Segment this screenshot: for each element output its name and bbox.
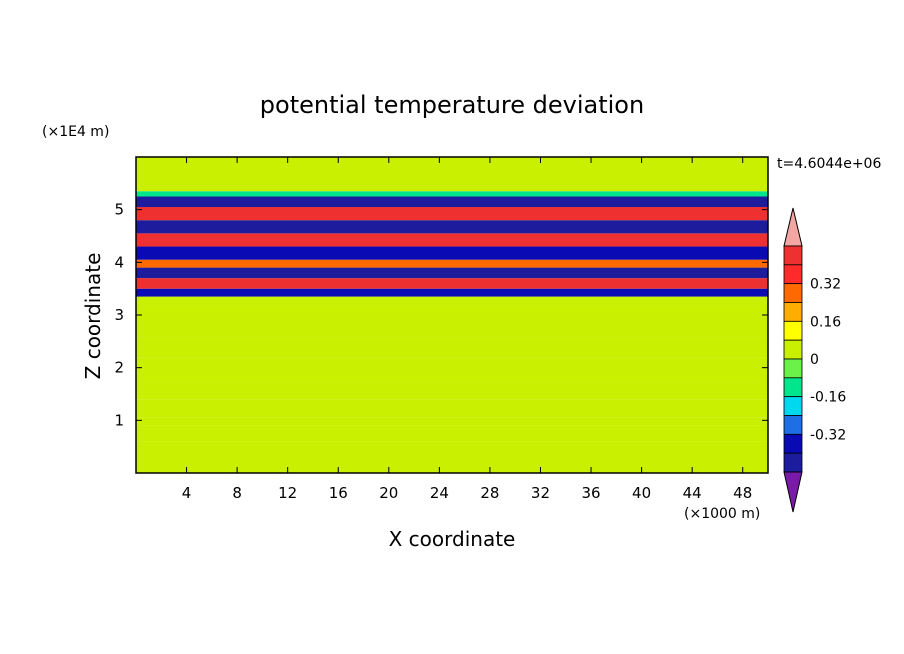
colorbar: 0.32 0.16 0 -0.16 -0.32 (783, 207, 846, 513)
heatmap-band (136, 441, 768, 473)
chart-title: potential temperature deviation (260, 91, 644, 119)
colorbar-swatch (783, 320, 803, 341)
x-tick-label: 36 (581, 484, 600, 502)
colorbar-swatch (783, 283, 803, 303)
x-tick-label: 40 (632, 484, 651, 502)
y-axis-ticks: 1 2 3 4 5 (114, 201, 768, 429)
x-axis-ticks: 4 8 12 16 20 24 28 32 36 40 44 48 (182, 157, 752, 502)
y-tick-label: 4 (114, 253, 124, 271)
time-label: t=4.6044e+06 (777, 156, 881, 172)
heatmap-band (136, 296, 768, 305)
x-tick-label: 16 (329, 484, 348, 502)
colorbar-min-triangle (783, 471, 803, 513)
x-tick-label: 28 (480, 484, 499, 502)
x-tick-label: 48 (733, 484, 752, 502)
y-unit-label: (×1E4 m) (42, 124, 109, 140)
x-tick-label: 20 (379, 484, 398, 502)
x-axis-label: X coordinate (389, 527, 516, 551)
y-tick-label: 5 (114, 201, 124, 219)
colorbar-label: -0.16 (810, 390, 846, 406)
colorbar-swatch (783, 302, 803, 322)
x-tick-label: 24 (430, 484, 449, 502)
colorbar-swatch (783, 452, 803, 473)
y-tick-label: 2 (114, 359, 124, 377)
colorbar-swatch (783, 377, 803, 398)
heatmap-band (136, 336, 768, 358)
x-tick-label: 12 (278, 484, 297, 502)
heatmap-band (136, 246, 768, 260)
heatmap-band (136, 425, 768, 442)
x-tick-label: 32 (531, 484, 550, 502)
plot-area (135, 156, 769, 474)
heatmap-band (136, 383, 768, 400)
x-tick-label: 44 (683, 484, 702, 502)
colorbar-label: 0 (810, 352, 819, 368)
y-axis-label: Z coordinate (81, 253, 105, 380)
x-unit-label: (×1000 m) (684, 506, 760, 522)
heatmap-bands (136, 157, 768, 473)
y-tick-label: 1 (114, 411, 124, 429)
colorbar-swatch (783, 396, 803, 416)
heatmap-band (136, 357, 768, 384)
heatmap-band (136, 207, 768, 221)
heatmap-band (136, 288, 768, 297)
colorbar-swatch (783, 433, 803, 454)
x-tick-label: 8 (232, 484, 242, 502)
colorbar-label: 0.16 (810, 314, 841, 330)
colorbar-swatch (783, 339, 803, 360)
colorbar-label: -0.32 (810, 427, 846, 443)
heatmap-band (136, 278, 768, 289)
heatmap-band (136, 220, 768, 234)
y-tick-label: 3 (114, 306, 124, 324)
colorbar-swatch (783, 245, 803, 266)
heatmap-band (136, 417, 768, 426)
colorbar-swatch (783, 264, 803, 285)
x-tick-label: 4 (182, 484, 192, 502)
colorbar-label: 0.32 (810, 277, 841, 293)
heatmap-band (136, 196, 768, 208)
heatmap-band (136, 399, 768, 418)
heatmap-band (136, 191, 768, 197)
heatmap-band (136, 259, 768, 268)
colorbar-max-triangle (783, 207, 803, 247)
heatmap-band (136, 233, 768, 247)
heatmap-band (136, 267, 768, 279)
heatmap-band (136, 304, 768, 337)
colorbar-swatch (783, 415, 803, 435)
heatmap-band (136, 157, 768, 192)
colorbar-swatch (783, 358, 803, 379)
